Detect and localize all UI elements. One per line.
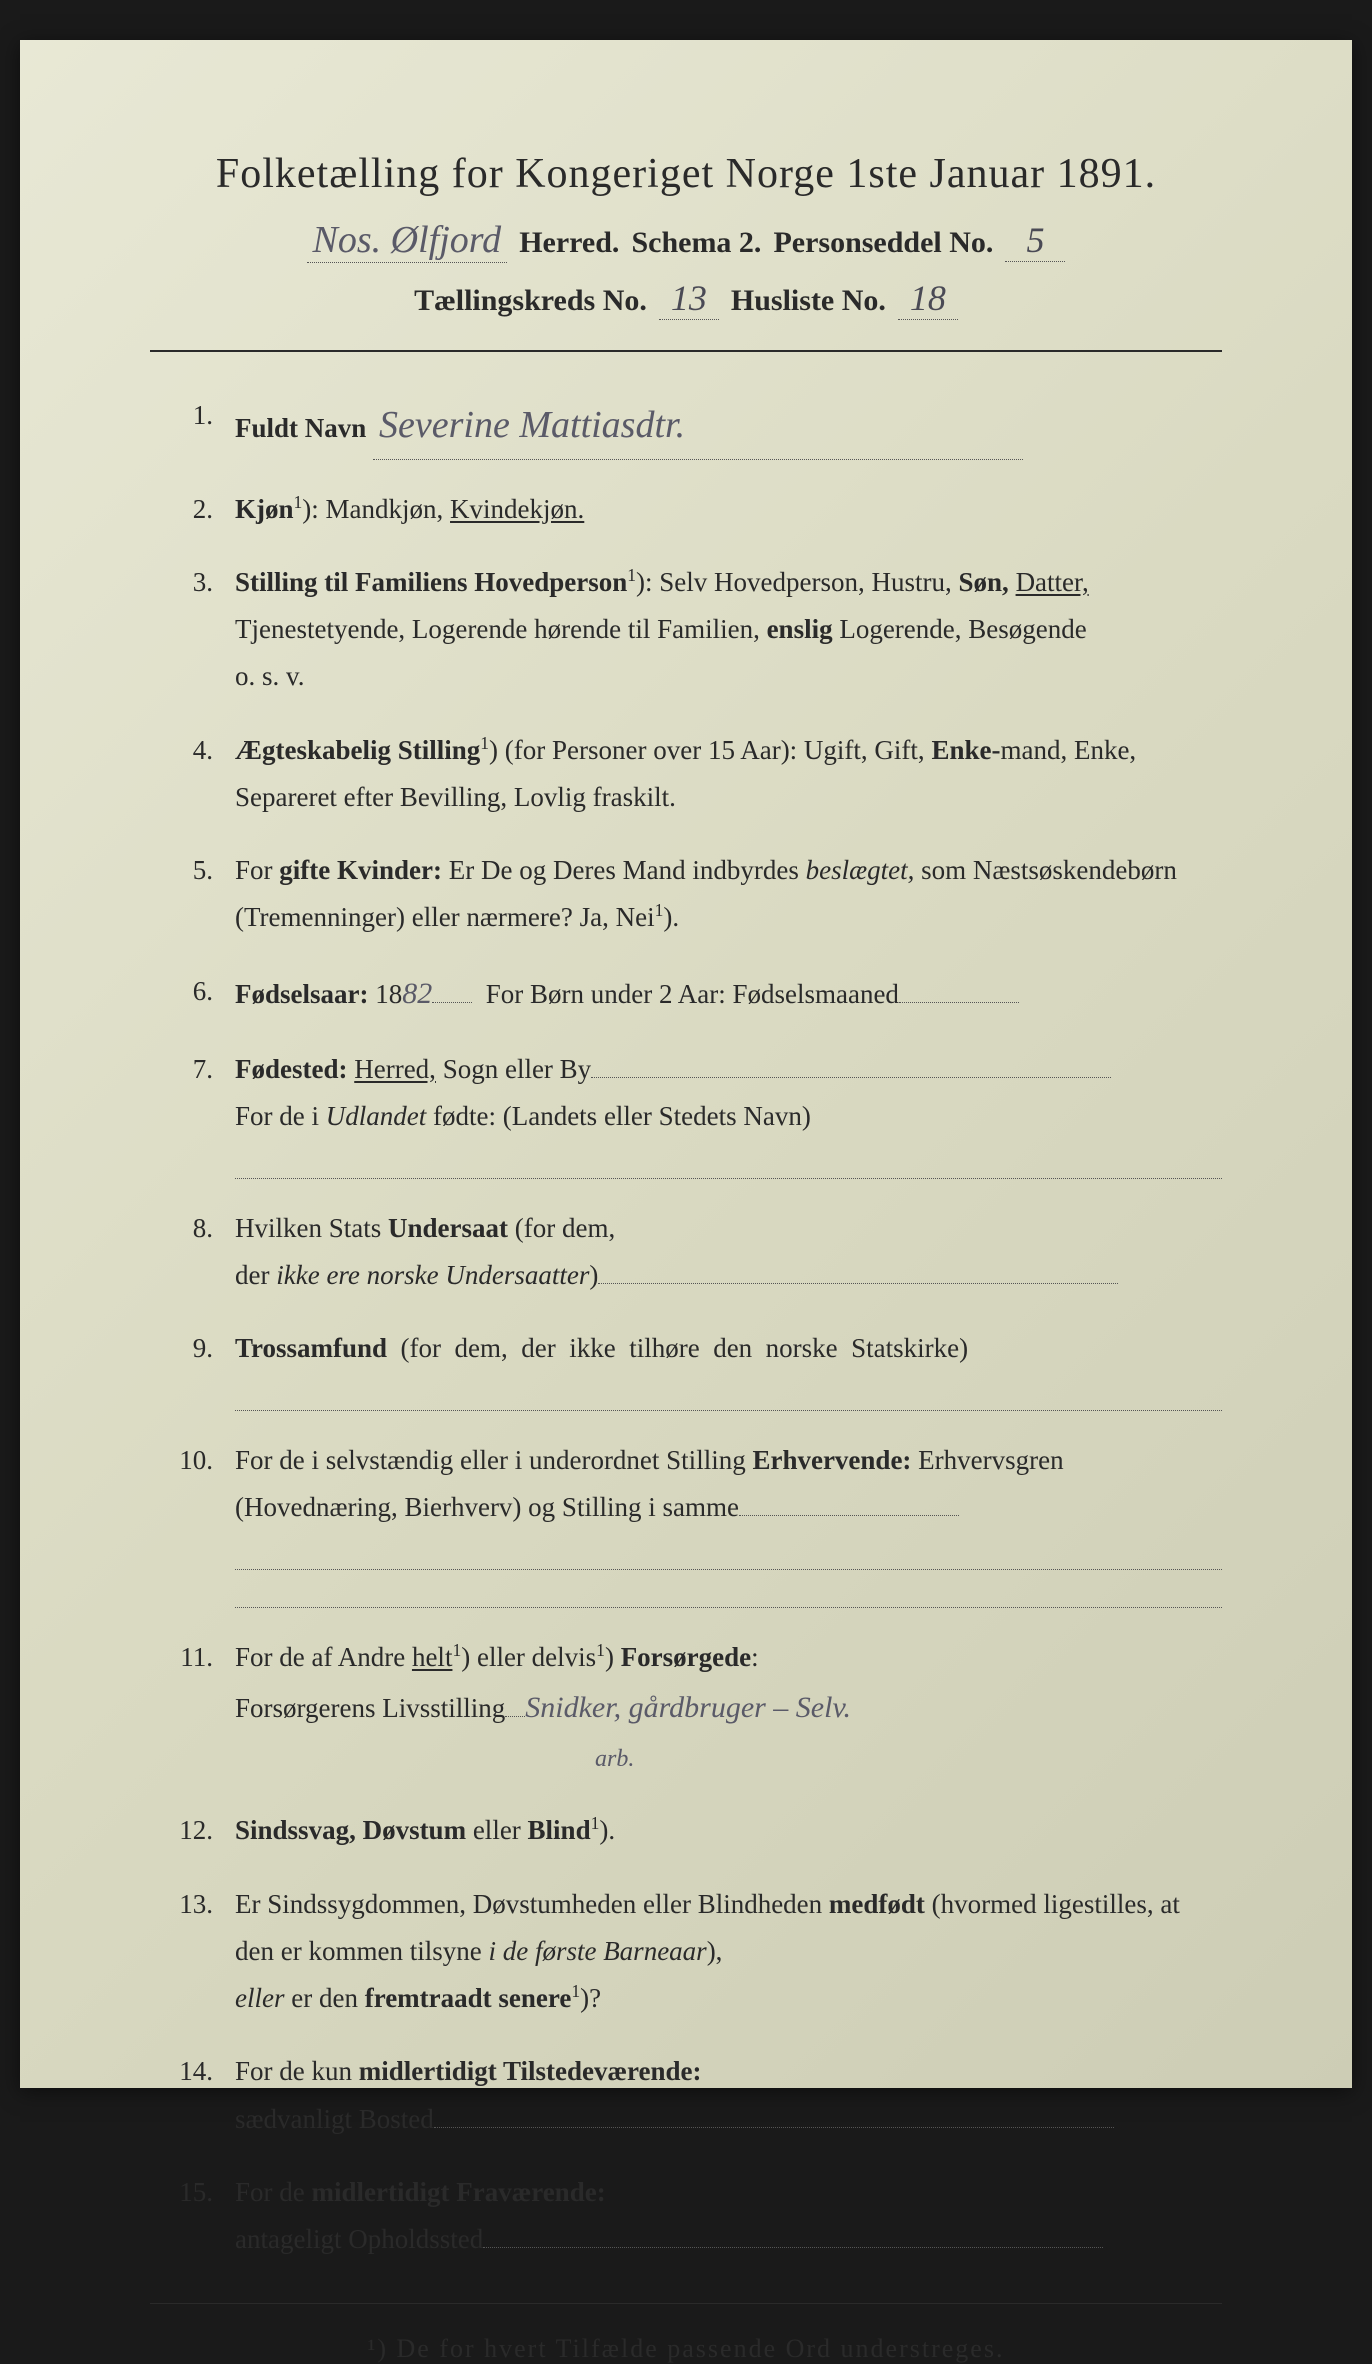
item-number: 3.	[170, 559, 235, 701]
item-content: For de i selvstændig eller i underordnet…	[235, 1437, 1222, 1608]
form-item: 10.For de i selvstændig eller i underord…	[170, 1437, 1222, 1608]
item-number: 1.	[170, 392, 235, 460]
header-line-2: Tællingskreds No. 13 Husliste No. 18	[150, 277, 1222, 320]
item-number: 14.	[170, 2048, 235, 2143]
personseddel-label: Personseddel No.	[773, 226, 993, 260]
form-item: 7.Fødested: Herred, Sogn eller ByFor de …	[170, 1046, 1222, 1179]
item-number: 7.	[170, 1046, 235, 1179]
item-number: 12.	[170, 1807, 235, 1854]
form-item: 9.Trossamfund (for dem, der ikke tilhøre…	[170, 1325, 1222, 1411]
item-content: Stilling til Familiens Hovedperson1): Se…	[235, 559, 1222, 701]
item-number: 6.	[170, 968, 235, 1021]
form-item: 1.Fuldt Navn Severine Mattiasdtr.	[170, 392, 1222, 460]
census-form-page: Folketælling for Kongeriget Norge 1ste J…	[20, 40, 1352, 2088]
kreds-label: Tællingskreds No.	[414, 284, 647, 318]
form-item: 8.Hvilken Stats Undersaat (for dem,der i…	[170, 1205, 1222, 1300]
form-header: Folketælling for Kongeriget Norge 1ste J…	[150, 150, 1222, 320]
footnote: ¹) De for hvert Tilfælde passende Ord un…	[150, 2334, 1222, 2364]
item-label: Fuldt Navn	[235, 413, 373, 443]
form-item: 4.Ægteskabelig Stilling1) (for Personer …	[170, 727, 1222, 822]
item-number: 5.	[170, 847, 235, 942]
header-line-1: Nos. Ølfjord Herred. Schema 2. Personsed…	[150, 218, 1222, 263]
item-number: 15.	[170, 2169, 235, 2264]
husliste-no: 18	[898, 277, 958, 320]
form-item: 6.Fødselsaar: 1882 For Børn under 2 Aar:…	[170, 968, 1222, 1021]
item-content: For de af Andre helt1) eller delvis1) Fo…	[235, 1634, 1222, 1781]
schema-label: Schema 2.	[631, 226, 761, 260]
form-item: 12.Sindssvag, Døvstum eller Blind1).	[170, 1807, 1222, 1854]
item-number: 9.	[170, 1325, 235, 1411]
header-divider	[150, 350, 1222, 352]
item-number: 4.	[170, 727, 235, 822]
form-items: 1.Fuldt Navn Severine Mattiasdtr.2.Kjøn1…	[150, 392, 1222, 2263]
herred-handwritten: Nos. Ølfjord	[307, 218, 508, 263]
item-content: Fødested: Herred, Sogn eller ByFor de i …	[235, 1046, 1222, 1179]
personseddel-no: 5	[1005, 219, 1065, 262]
husliste-label: Husliste No.	[731, 284, 886, 318]
item-content: Sindssvag, Døvstum eller Blind1).	[235, 1807, 1222, 1854]
form-item: 14.For de kun midlertidigt Tilstedeværen…	[170, 2048, 1222, 2143]
kreds-no: 13	[659, 277, 719, 320]
item-content: Ægteskabelig Stilling1) (for Personer ov…	[235, 727, 1222, 822]
item-number: 11.	[170, 1634, 235, 1781]
item-number: 2.	[170, 486, 235, 533]
form-item: 15.For de midlertidigt Fraværende:antage…	[170, 2169, 1222, 2264]
item-content: For gifte Kvinder: Er De og Deres Mand i…	[235, 847, 1222, 942]
herred-label: Herred.	[519, 226, 619, 260]
item-number: 10.	[170, 1437, 235, 1608]
form-item: 5.For gifte Kvinder: Er De og Deres Mand…	[170, 847, 1222, 942]
item-number: 13.	[170, 1881, 235, 2023]
item-content: Er Sindssygdommen, Døvstumheden eller Bl…	[235, 1881, 1222, 2023]
item-content: Trossamfund (for dem, der ikke tilhøre d…	[235, 1325, 1222, 1411]
item-content: For de midlertidigt Fraværende:antagelig…	[235, 2169, 1222, 2264]
form-item: 13.Er Sindssygdommen, Døvstumheden eller…	[170, 1881, 1222, 2023]
form-item: 11.For de af Andre helt1) eller delvis1)…	[170, 1634, 1222, 1781]
form-item: 3.Stilling til Familiens Hovedperson1): …	[170, 559, 1222, 701]
item-content: Fødselsaar: 1882 For Børn under 2 Aar: F…	[235, 968, 1222, 1021]
item-number: 8.	[170, 1205, 235, 1300]
item-content: Fuldt Navn Severine Mattiasdtr.	[235, 392, 1222, 460]
handwritten-value: Severine Mattiasdtr.	[373, 392, 1023, 460]
item-content: Kjøn1): Mandkjøn, Kvindekjøn.	[235, 486, 1222, 533]
form-item: 2.Kjøn1): Mandkjøn, Kvindekjøn.	[170, 486, 1222, 533]
form-title: Folketælling for Kongeriget Norge 1ste J…	[150, 150, 1222, 198]
item-content: Hvilken Stats Undersaat (for dem,der ikk…	[235, 1205, 1222, 1300]
item-content: For de kun midlertidigt Tilstedeværende:…	[235, 2048, 1222, 2143]
footer-divider	[150, 2303, 1222, 2304]
